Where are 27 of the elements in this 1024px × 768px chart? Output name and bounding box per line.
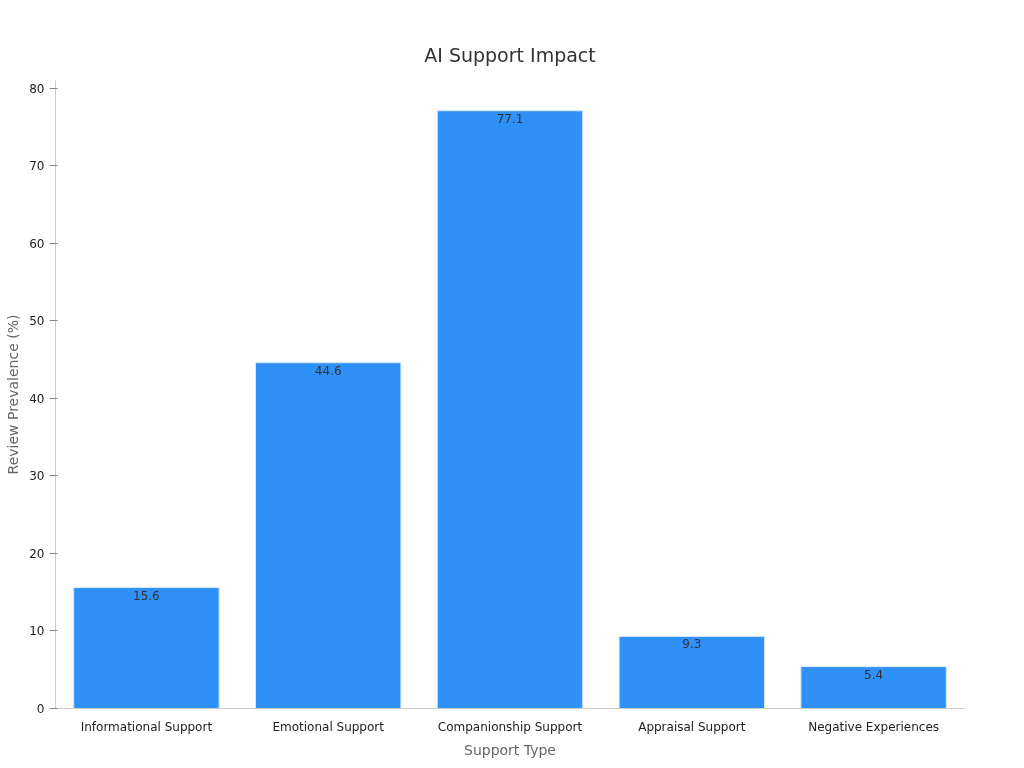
y-tick-label: 80: [29, 81, 45, 96]
y-tick-label: 60: [29, 236, 45, 251]
data-label: 15.6: [133, 588, 160, 603]
x-tick-label: Negative Experiences: [808, 719, 940, 734]
bar: [254, 362, 402, 709]
data-label: 77.1: [496, 111, 524, 126]
x-tick-label: Informational Support: [80, 719, 213, 734]
data-label: 5.4: [864, 667, 884, 682]
y-tick-label: 30: [29, 469, 45, 484]
bar: [73, 587, 220, 709]
y-tick-label: 70: [29, 159, 45, 174]
x-tick-label: Appraisal Support: [638, 719, 746, 734]
y-tick-label: 40: [29, 391, 45, 406]
y-tick-label: 0: [36, 702, 45, 716]
x-tick-label: Emotional Support: [272, 719, 385, 734]
bar: [800, 666, 947, 709]
y-axis-title: Review Prevalence (%): [5, 314, 22, 475]
y-tick-label: 20: [29, 546, 45, 561]
data-label: 9.3: [682, 637, 702, 652]
y-tick-label: 50: [29, 314, 45, 329]
y-tick-label: 10: [29, 624, 45, 639]
x-axis-title: Support Type: [464, 741, 556, 758]
chart-title: AI Support Impact: [424, 43, 596, 66]
bar: [618, 635, 766, 709]
bar: [436, 110, 584, 709]
x-tick-label: Companionship Support: [437, 719, 583, 734]
data-label: 44.6: [314, 363, 342, 378]
